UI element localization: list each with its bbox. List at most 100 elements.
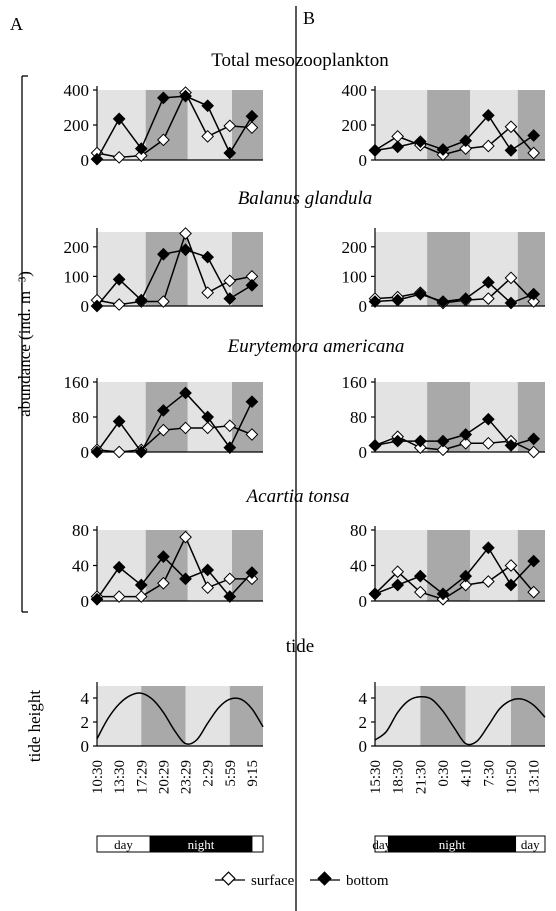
point-bottom-b-acartia-tonsa-2 xyxy=(413,569,427,583)
row-title-balanus: Balanus glandula xyxy=(238,188,373,209)
x-tick-label-b-0: 15:30 xyxy=(368,760,384,794)
point-surface-b-acartia-tonsa-2 xyxy=(413,585,427,599)
y-tick-label-b-eurytemora-americana-0: 0 xyxy=(359,443,368,462)
point-bottom-a-total-mesozooplankton-4 xyxy=(179,89,192,103)
point-bottom-a-balanus-glandula-3 xyxy=(157,247,170,261)
point-surface-b-total-mesozooplankton-4 xyxy=(459,142,473,155)
chart-a-total-mesozooplankton: 0 200 400 xyxy=(64,81,263,170)
shade-light-b-tide-0 xyxy=(375,686,421,746)
point-surface-a-acartia-tonsa-2 xyxy=(134,590,148,603)
y-tick-label-a-tide-2: 2 xyxy=(81,713,90,732)
point-surface-b-acartia-tonsa-5 xyxy=(481,575,495,588)
point-bottom-b-total-mesozooplankton-6 xyxy=(504,144,518,157)
y-tick-label-a-tide-4: 4 xyxy=(81,689,90,708)
point-surface-a-eurytemora-americana-7 xyxy=(245,428,259,441)
point-surface-b-eurytemora-americana-4 xyxy=(459,436,473,450)
y-tick-label-b-balanus-glandula-0: 0 xyxy=(359,297,368,316)
point-surface-a-balanus-glandula-1 xyxy=(112,298,126,311)
point-bottom-a-acartia-tonsa-4 xyxy=(179,572,192,586)
y-tick-label-a-balanus-glandula-100: 100 xyxy=(64,267,90,286)
shade-dark-a-tide-3 xyxy=(229,686,263,746)
series-line-tide-height-a-tide xyxy=(96,692,264,745)
point-bottom-b-total-mesozooplankton-7 xyxy=(527,129,541,142)
point-bottom-a-acartia-tonsa-7 xyxy=(245,566,259,579)
point-bottom-a-total-mesozooplankton-3 xyxy=(157,91,170,105)
row-title-acartia: Acartia tonsa xyxy=(245,486,350,507)
y-tick-label-a-total-mesozooplankton-0: 0 xyxy=(81,151,90,170)
bar-segment-b-day-2 xyxy=(515,835,546,853)
point-bottom-a-acartia-tonsa-5 xyxy=(201,563,215,577)
y-tick-label-b-total-mesozooplankton-400: 400 xyxy=(342,81,368,100)
point-surface-a-balanus-glandula-6 xyxy=(223,274,237,288)
point-bottom-b-eurytemora-americana-1 xyxy=(391,434,405,448)
point-bottom-a-eurytemora-americana-6 xyxy=(223,441,237,454)
shade-dark-a-acartia-tonsa-3 xyxy=(232,530,263,601)
legend-surface-label: surface xyxy=(251,873,295,889)
y-tick-label-b-acartia-tonsa-40: 40 xyxy=(350,557,367,576)
point-surface-b-eurytemora-americana-5 xyxy=(481,436,495,450)
row-title-total: Total mesozooplankton xyxy=(211,50,389,71)
point-bottom-b-eurytemora-americana-5 xyxy=(481,412,495,426)
point-bottom-a-total-mesozooplankton-7 xyxy=(245,109,259,123)
point-surface-a-acartia-tonsa-3 xyxy=(157,576,170,590)
point-bottom-a-total-mesozooplankton-2 xyxy=(134,142,148,155)
point-bottom-a-eurytemora-americana-7 xyxy=(245,395,259,409)
point-bottom-a-eurytemora-americana-4 xyxy=(179,386,192,400)
point-surface-b-total-mesozooplankton-1 xyxy=(391,130,405,143)
point-bottom-a-eurytemora-americana-2 xyxy=(134,445,148,459)
legend-surface-marker xyxy=(221,871,236,886)
point-surface-b-acartia-tonsa-4 xyxy=(459,578,473,592)
chart-b-balanus-glandula: 0 100 200 xyxy=(342,228,545,316)
point-surface-a-eurytemora-americana-1 xyxy=(112,445,126,459)
x-tick-label-a-3: 20:29 xyxy=(156,760,172,794)
y-tick-label-b-tide-4: 4 xyxy=(359,689,368,708)
x-tick-label-b-5: 7:30 xyxy=(481,760,497,787)
panel-label-b: B xyxy=(303,8,315,28)
point-bottom-a-acartia-tonsa-0 xyxy=(90,592,104,606)
point-surface-a-eurytemora-americana-3 xyxy=(157,423,170,437)
point-bottom-b-balanus-glandula-2 xyxy=(413,287,427,301)
y-tick-label-b-balanus-glandula-200: 200 xyxy=(342,238,368,257)
series-line-bottom-a-balanus-glandula xyxy=(96,248,253,307)
point-surface-a-acartia-tonsa-5 xyxy=(201,581,215,595)
point-surface-a-total-mesozooplankton-3 xyxy=(157,133,170,147)
y-tick-label-a-total-mesozooplankton-200: 200 xyxy=(64,116,90,135)
point-bottom-a-balanus-glandula-4 xyxy=(179,243,192,257)
chart-a-balanus-glandula: 0 100 200 xyxy=(64,227,263,316)
point-bottom-b-balanus-glandula-5 xyxy=(481,275,495,289)
x-tick-label-a-6: 5:59 xyxy=(223,760,239,787)
point-bottom-b-eurytemora-americana-3 xyxy=(436,434,450,448)
point-bottom-b-balanus-glandula-1 xyxy=(391,293,405,307)
x-tick-label-a-0: 10:30 xyxy=(90,760,106,794)
point-surface-b-balanus-glandula-7 xyxy=(527,295,541,308)
day-night-bars: day night day night day xyxy=(96,835,546,853)
point-bottom-b-total-mesozooplankton-2 xyxy=(413,135,427,148)
point-bottom-b-acartia-tonsa-3 xyxy=(436,587,450,601)
point-surface-b-balanus-glandula-5 xyxy=(481,292,495,305)
shade-light-b-tide-2 xyxy=(465,686,511,746)
x-tick-label-a-7: 9:15 xyxy=(245,760,261,787)
point-bottom-b-total-mesozooplankton-5 xyxy=(481,109,495,122)
shade-dark-a-eurytemora-americana-3 xyxy=(232,382,263,452)
point-bottom-b-balanus-glandula-0 xyxy=(368,295,382,308)
shade-light-b-balanus-glandula-2 xyxy=(470,232,518,306)
point-bottom-a-acartia-tonsa-3 xyxy=(157,550,170,563)
y-tick-label-a-acartia-tonsa-40: 40 xyxy=(72,557,89,576)
y-tick-label-a-eurytemora-americana-80: 80 xyxy=(72,408,89,427)
point-bottom-b-eurytemora-americana-6 xyxy=(504,439,518,452)
point-bottom-a-balanus-glandula-5 xyxy=(201,250,215,264)
point-bottom-b-acartia-tonsa-1 xyxy=(391,578,405,592)
shade-dark-b-tide-1 xyxy=(420,686,466,746)
point-bottom-a-total-mesozooplankton-0 xyxy=(90,152,104,166)
chart-b-tide: 0 2 4 xyxy=(359,682,546,756)
x-tick-label-b-4: 4:10 xyxy=(459,760,475,787)
plots-layer: 0200400020040001002000100200080160080160… xyxy=(64,81,546,756)
y-tick-label-b-total-mesozooplankton-200: 200 xyxy=(342,116,368,135)
y-tick-label-b-total-mesozooplankton-0: 0 xyxy=(359,151,368,170)
series-line-bottom-a-acartia-tonsa xyxy=(96,555,253,600)
y-tick-label-a-eurytemora-americana-160: 160 xyxy=(64,373,90,392)
chart-b-total-mesozooplankton: 0 200 400 xyxy=(342,81,545,170)
row-title-eurytemora: Eurytemora americana xyxy=(227,336,405,357)
series-line-bottom-a-eurytemora-americana xyxy=(96,391,253,454)
